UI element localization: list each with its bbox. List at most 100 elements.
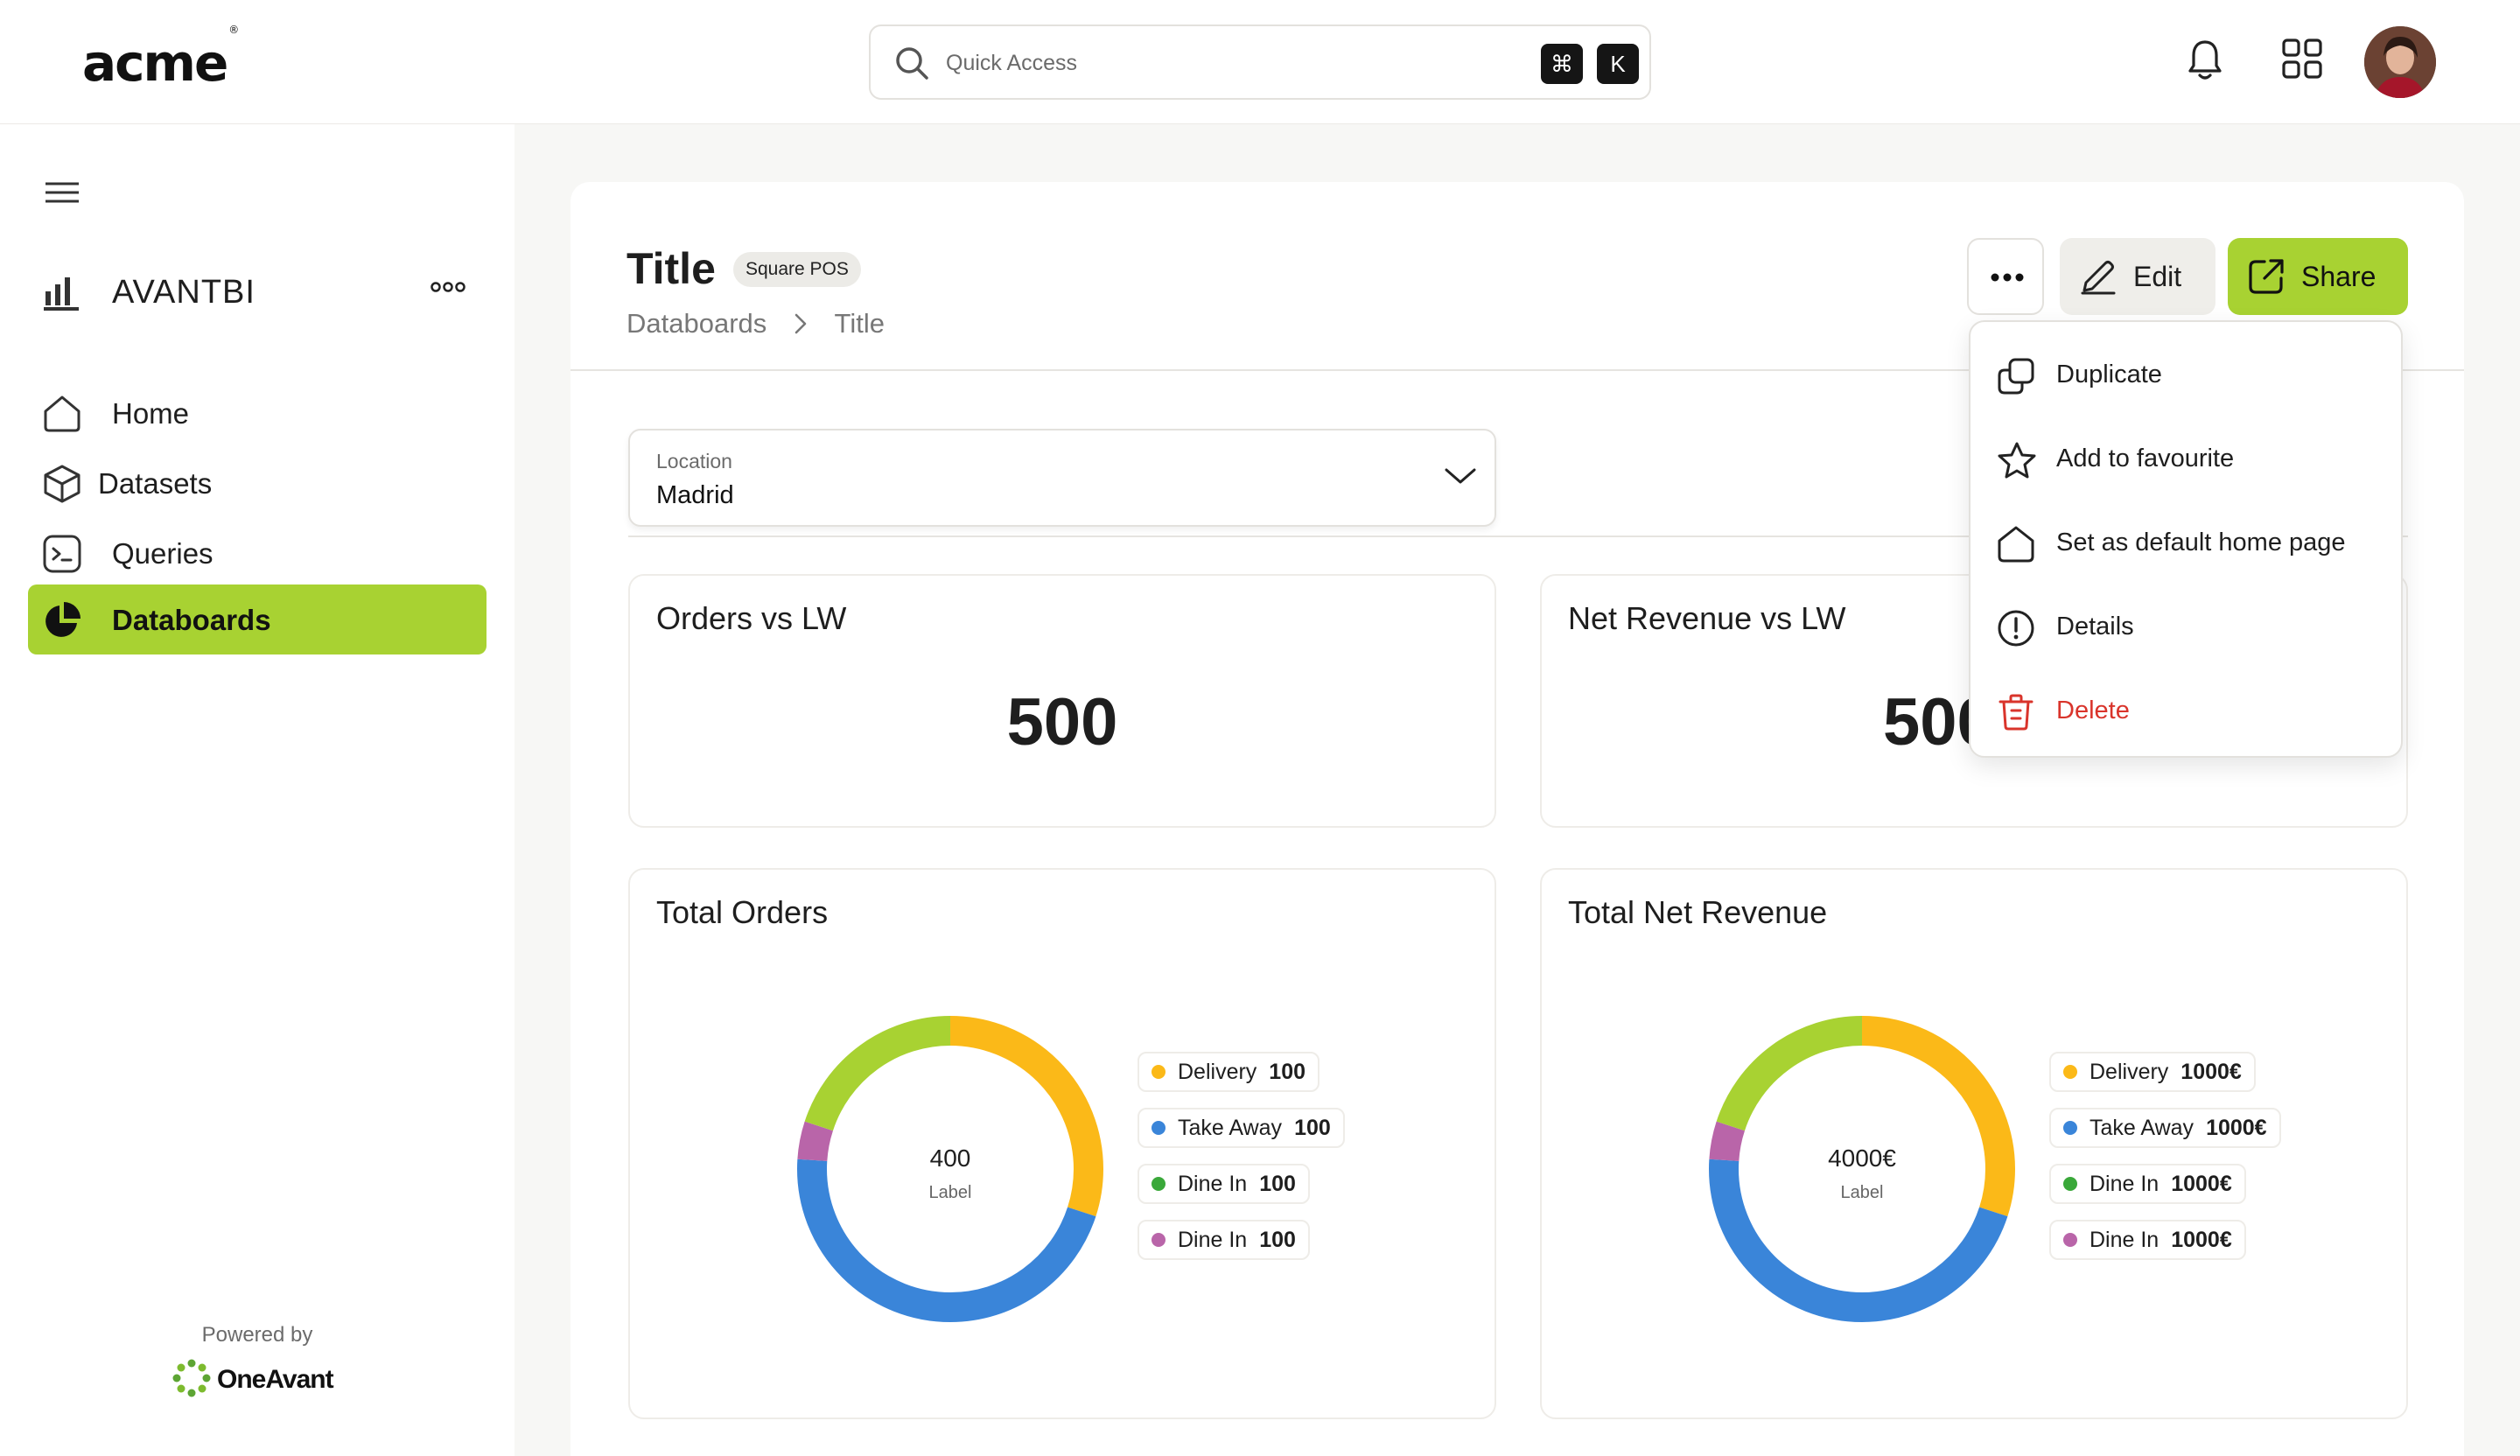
legend-name: Dine In	[1178, 1228, 1248, 1252]
legend-dot	[2063, 1177, 2077, 1191]
legend-item[interactable]: Delivery 100	[1138, 1052, 1320, 1092]
command-key-hint: ⌘	[1541, 44, 1583, 84]
cube-icon	[44, 465, 80, 503]
share-button[interactable]: Share	[2228, 238, 2408, 315]
legend-dot	[1152, 1233, 1166, 1247]
legend-dot	[2063, 1065, 2077, 1079]
pencil-icon	[2081, 261, 2116, 295]
bell-icon[interactable]	[2188, 38, 2222, 82]
filter-label: Location	[656, 450, 732, 472]
sidebar-item-queries[interactable]: Queries	[28, 518, 486, 588]
donut-center-label: Label	[928, 1183, 972, 1202]
more-options-icon[interactable]	[430, 281, 466, 293]
filter-divider	[628, 536, 2408, 537]
menu-item-label: Add to favourite	[2056, 444, 2235, 472]
chart-card-total-orders: Total Orders 400 Label Delivery 100 Take …	[628, 868, 1496, 1419]
breadcrumb-current: Title	[834, 307, 885, 339]
apps-grid-icon[interactable]	[2282, 38, 2322, 79]
donut-slice-dine-in[interactable]	[1709, 1016, 2015, 1322]
sidebar-item-datasets[interactable]: Datasets	[28, 448, 486, 518]
legend-name: Take Away	[1178, 1116, 1283, 1140]
breadcrumb-databoards[interactable]: Databoards	[626, 307, 767, 339]
filter-value: Madrid	[656, 481, 734, 509]
legend-item[interactable]: Dine In 1000€	[2049, 1164, 2246, 1204]
legend-value: 1000€	[2180, 1060, 2242, 1084]
more-actions-menu: Duplicate Add to favourite Set as defaul…	[1969, 320, 2403, 758]
kpi-value: 500	[1006, 685, 1118, 760]
legend-name: Take Away	[2090, 1116, 2194, 1140]
card-title: Total Net Revenue	[1568, 894, 1828, 930]
sidebar: AVANTBI Home Datasets Queries Databoards…	[0, 124, 514, 1456]
menu-item-set-default-home[interactable]: Set as default home page	[1970, 500, 2401, 584]
legend-dot	[1152, 1065, 1166, 1079]
source-tag: Square POS	[733, 252, 861, 287]
sidebar-item-label: Databoards	[112, 604, 271, 636]
donut-center-value: 4000€	[1828, 1144, 1896, 1172]
pie-chart-icon	[46, 602, 80, 637]
logo-text: acme	[82, 33, 228, 93]
avatar[interactable]	[2364, 26, 2436, 98]
oneavant-logo: OneAvant	[172, 1358, 346, 1402]
menu-item-delete[interactable]: Delete	[1970, 668, 2401, 752]
menu-item-add-to-favourite[interactable]: Add to favourite	[1970, 416, 2401, 500]
legend-value: 1000€	[2171, 1172, 2232, 1196]
legend-item[interactable]: Take Away 100	[1138, 1108, 1345, 1148]
breadcrumb: Databoards Title	[626, 306, 885, 340]
menu-item-label: Details	[2056, 612, 2134, 640]
edit-button[interactable]: Edit	[2060, 238, 2216, 315]
menu-item-label: Delete	[2056, 696, 2130, 724]
bar-chart-icon	[44, 277, 79, 311]
star-icon	[1998, 442, 2036, 479]
sidebar-item-label: Home	[112, 397, 190, 430]
acme-logo[interactable]: acme®	[82, 24, 239, 93]
sidebar-item-label: Datasets	[98, 467, 213, 500]
legend-name: Dine In	[1178, 1172, 1248, 1196]
terminal-icon	[43, 535, 81, 573]
legend-name: Delivery	[1178, 1060, 1257, 1084]
duplicate-icon	[1998, 358, 2034, 395]
search-placeholder: Quick Access	[946, 51, 1078, 75]
card-title: Total Orders	[656, 894, 829, 930]
hamburger-menu-icon[interactable]	[44, 178, 80, 206]
legend-dot	[1152, 1121, 1166, 1135]
databoard-panel: Title Square POS Databoards Title Edit S…	[570, 182, 2464, 1456]
legend-value: 1000€	[2171, 1228, 2232, 1252]
legend-value: 100	[1269, 1060, 1306, 1084]
location-filter-select[interactable]: Location Madrid	[628, 429, 1496, 527]
search-icon	[896, 47, 928, 80]
legend-name: Dine In	[2090, 1228, 2160, 1252]
legend-item[interactable]: Dine In 100	[1138, 1220, 1310, 1260]
edit-button-label: Edit	[2133, 261, 2182, 292]
sidebar-item-databoards[interactable]: Databoards	[28, 584, 486, 654]
home-icon	[1998, 526, 2034, 563]
kpi-card-orders: Orders vs LW 500	[628, 574, 1496, 828]
legend-item[interactable]: Delivery 1000€	[2049, 1052, 2256, 1092]
card-title: Orders vs LW	[656, 600, 847, 636]
partner-name: OneAvant	[217, 1365, 334, 1394]
header-divider	[570, 369, 2464, 371]
card-title: Net Revenue vs LW	[1568, 600, 1846, 636]
trash-icon	[1998, 694, 2034, 731]
donut-slice-take-away[interactable]	[1709, 1016, 2015, 1322]
ellipsis-icon	[1991, 273, 2024, 282]
oneavant-logo-mark-icon	[172, 1359, 211, 1397]
menu-item-details[interactable]: Details	[1970, 584, 2401, 668]
donut-slice-dine-in[interactable]	[797, 1016, 1103, 1322]
workspace-brand[interactable]: AVANTBI	[44, 269, 481, 314]
page-title: Title	[626, 244, 716, 293]
legend-item[interactable]: Dine In 100	[1138, 1164, 1310, 1204]
menu-item-duplicate[interactable]: Duplicate	[1970, 332, 2401, 416]
k-key-hint: K	[1597, 44, 1639, 84]
legend-item[interactable]: Dine In 1000€	[2049, 1220, 2246, 1260]
external-share-icon	[2249, 259, 2284, 294]
legend-item[interactable]: Take Away 1000€	[2049, 1108, 2281, 1148]
quick-access-search[interactable]: Quick Access ⌘ K	[869, 24, 1651, 100]
donut-center-label: Label	[1840, 1183, 1884, 1202]
menu-item-label: Duplicate	[2056, 360, 2162, 388]
legend-dot	[1152, 1177, 1166, 1191]
legend-dot	[2063, 1121, 2077, 1135]
chevron-down-icon	[1445, 468, 1476, 484]
more-actions-button[interactable]	[1967, 238, 2044, 315]
sidebar-item-home[interactable]: Home	[28, 378, 486, 448]
donut-slice-take-away[interactable]	[797, 1016, 1103, 1322]
